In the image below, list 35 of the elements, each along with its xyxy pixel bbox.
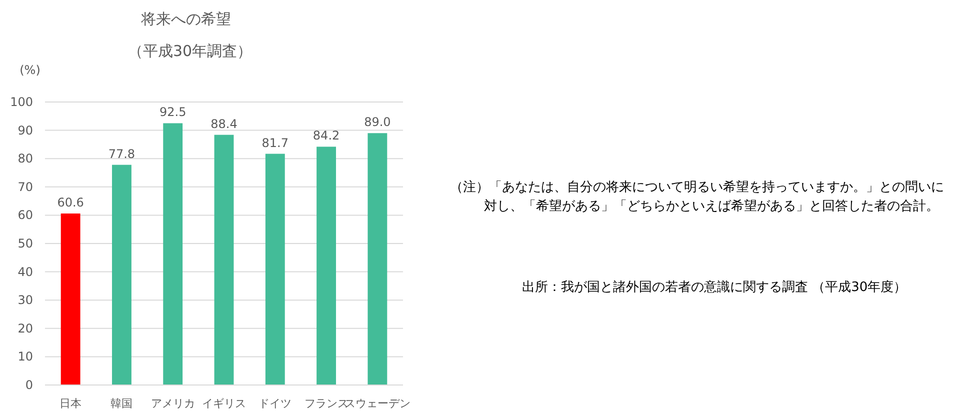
y-tick-label: 30	[18, 293, 33, 308]
y-tick-label: 70	[18, 180, 33, 194]
x-tick-label: イギリス	[202, 397, 246, 410]
chart-title: 将来への希望	[140, 10, 231, 28]
y-tick-label: 0	[25, 378, 33, 392]
y-tick-label: 10	[18, 350, 33, 364]
data-label: 81.7	[262, 136, 288, 150]
bar	[60, 214, 80, 385]
bar	[214, 134, 234, 385]
data-label: 60.6	[57, 196, 84, 210]
y-tick-label: 90	[18, 123, 33, 138]
bar	[112, 164, 132, 385]
y-tick-label: 50	[18, 236, 33, 250]
chart-subtitle: （平成30年調査）	[128, 42, 252, 60]
y-tick-label: 100	[10, 95, 33, 109]
y-axis-title: (%)	[20, 63, 40, 77]
data-label: 92.5	[160, 105, 186, 120]
x-tick-label: アメリカ	[150, 397, 195, 410]
x-tick-label: ドイツ	[258, 397, 292, 410]
data-label: 88.4	[210, 116, 238, 131]
x-tick-label: 韓国	[110, 397, 133, 410]
bar	[265, 154, 285, 385]
data-label: 77.8	[108, 146, 136, 161]
annotation: （注）「あなたは、自分の将来について明るい希望を持っていますか。」との問いに対し、「希望がある」「どちらかといえば希望がある」と回答した者の合計。	[450, 179, 945, 216]
bar	[163, 123, 183, 385]
y-tick-label: 40	[18, 264, 33, 279]
data-label: 84.2	[312, 128, 340, 143]
data-label: 89.0	[364, 115, 391, 130]
x-tick-label: 日本	[60, 397, 82, 410]
y-tick-label: 60	[18, 208, 33, 222]
bar	[316, 146, 336, 385]
bar	[368, 133, 388, 385]
annotation: 出所：我が国と諸外国の若者の意識に関する調査 （平成30年度）	[522, 279, 907, 296]
y-tick-label: 20	[18, 321, 33, 336]
y-tick-label: 80	[18, 152, 33, 166]
